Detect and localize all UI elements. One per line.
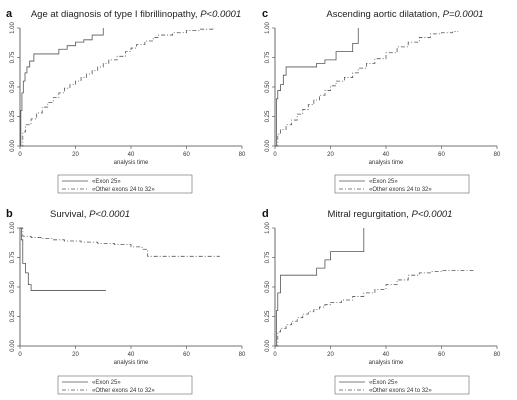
x-tick-label: 0 — [273, 352, 277, 358]
x-axis-label: analysis time — [114, 360, 149, 366]
y-tick-label: 0.25 — [265, 110, 271, 122]
x-tick-label: 40 — [383, 152, 390, 158]
legend-label: «Other exons 24 to 32» — [369, 388, 432, 394]
panel-pvalue: P=0.0001 — [443, 9, 484, 20]
x-tick-label: 60 — [438, 152, 445, 158]
series-line-other-exons — [20, 28, 215, 147]
panel-title: Survival, P<0.0001 — [50, 209, 130, 220]
panel-letter: b — [6, 208, 13, 220]
x-tick-label: 40 — [128, 152, 135, 158]
panel-pvalue: P<0.0001 — [200, 9, 241, 20]
panel-b: b Survival, P<0.0001 0 20 40 60 80 0.00 0.25 0.50… — [6, 208, 246, 395]
legend-label: «Exon 25» — [369, 380, 398, 386]
x-axis-label: analysis time — [114, 160, 149, 166]
y-tick-label: 0.50 — [265, 81, 271, 93]
x-tick-label: 0 — [273, 152, 277, 158]
y-tick-label: 0.50 — [10, 281, 16, 293]
legend-label: «Exon 25» — [92, 179, 121, 185]
legend: «Exon 25» «Other exons 24 to 32» — [57, 375, 193, 395]
legend-label: «Other exons 24 to 32» — [92, 187, 155, 193]
panel-title-text: Mitral regurgitation, — [328, 209, 412, 220]
x-axis-label: analysis time — [369, 360, 404, 366]
panel-letter: d — [262, 208, 269, 220]
legend-box — [334, 375, 470, 395]
x-tick-label: 80 — [239, 152, 246, 158]
series-line-exon-25 — [20, 227, 107, 291]
y-tick-label: 0.25 — [10, 110, 16, 122]
legend-label: «Exon 25» — [92, 380, 121, 386]
x-tick-label: 20 — [72, 352, 79, 358]
legend-label: «Other exons 24 to 32» — [369, 187, 432, 193]
legend: «Exon 25» «Other exons 24 to 32» — [57, 174, 193, 194]
x-tick-label: 60 — [183, 352, 190, 358]
panel-pvalue: P<0.0001 — [412, 209, 453, 220]
legend-box — [57, 375, 193, 395]
y-tick-label: 0.00 — [265, 140, 271, 152]
x-tick-label: 80 — [494, 152, 501, 158]
series-line-other-exons — [275, 31, 459, 147]
y-tick-label: 1.00 — [265, 222, 271, 234]
legend-box — [57, 174, 193, 194]
panel-letter: c — [262, 8, 268, 20]
x-tick-label: 40 — [383, 352, 390, 358]
x-tick-label: 40 — [128, 352, 135, 358]
y-tick-label: 0.00 — [10, 140, 16, 152]
panel-title-text: Survival, — [50, 209, 89, 220]
y-tick-label: 0.50 — [265, 281, 271, 293]
legend-label: «Exon 25» — [369, 179, 398, 185]
panel-d: d Mitral regurgitation, P<0.0001 0 20 40 60 80… — [262, 208, 501, 395]
panel-title-text: Ascending aortic dilatation, — [326, 9, 442, 20]
y-tick-label: 0.50 — [10, 81, 16, 93]
y-tick-label: 0.75 — [10, 251, 16, 263]
x-tick-label: 20 — [327, 352, 334, 358]
x-axis-label: analysis time — [369, 160, 404, 166]
panel-pvalue: P<0.0001 — [89, 209, 130, 220]
legend: «Exon 25» «Other exons 24 to 32» — [334, 375, 470, 395]
x-tick-label: 0 — [18, 352, 22, 358]
y-tick-label: 0.25 — [10, 310, 16, 322]
x-tick-label: 60 — [183, 152, 190, 158]
y-tick-label: 0.25 — [265, 310, 271, 322]
y-tick-label: 1.00 — [265, 22, 271, 34]
panel-a: a Age at diagnosis of type I fibrillinopa… — [6, 8, 246, 194]
y-tick-label: 1.00 — [10, 222, 16, 234]
legend-box — [334, 174, 470, 194]
panel-c: c Ascending aortic dilatation, P=0.0001 0 2… — [262, 8, 501, 194]
series-line-other-exons — [20, 227, 220, 257]
series-line-other-exons — [275, 270, 475, 347]
y-tick-label: 0.75 — [10, 51, 16, 63]
series-line-exon-25 — [20, 28, 104, 147]
x-tick-label: 60 — [438, 352, 445, 358]
series-line-exon-25 — [275, 228, 365, 347]
y-tick-label: 0.00 — [10, 340, 16, 352]
x-tick-label: 80 — [239, 352, 246, 358]
x-tick-label: 0 — [18, 152, 22, 158]
y-tick-label: 0.00 — [265, 340, 271, 352]
x-tick-label: 20 — [72, 152, 79, 158]
x-tick-label: 20 — [327, 152, 334, 158]
y-tick-label: 0.75 — [265, 251, 271, 263]
panel-title: Age at diagnosis of type I fibrillinopat… — [31, 9, 241, 20]
x-tick-label: 80 — [494, 352, 501, 358]
panel-title: Ascending aortic dilatation, P=0.0001 — [326, 9, 483, 20]
panel-title-text: Age at diagnosis of type I fibrillinopat… — [31, 9, 200, 20]
series-line-exon-25 — [275, 28, 359, 147]
legend: «Exon 25» «Other exons 24 to 32» — [334, 174, 470, 194]
panel-letter: a — [6, 8, 13, 20]
y-tick-label: 0.75 — [265, 51, 271, 63]
panel-title: Mitral regurgitation, P<0.0001 — [328, 209, 453, 220]
legend-label: «Other exons 24 to 32» — [92, 388, 155, 394]
y-tick-label: 1.00 — [10, 22, 16, 34]
